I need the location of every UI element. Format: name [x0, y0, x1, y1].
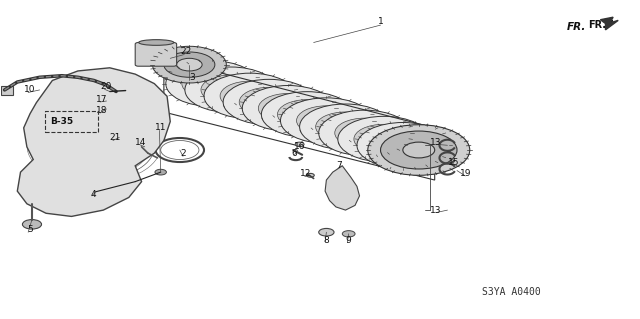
- Text: 2: 2: [180, 149, 186, 158]
- Circle shape: [177, 58, 202, 71]
- Ellipse shape: [259, 93, 318, 123]
- Text: FR.: FR.: [567, 22, 586, 32]
- Ellipse shape: [139, 40, 173, 45]
- Circle shape: [307, 174, 314, 177]
- Ellipse shape: [280, 98, 372, 143]
- Circle shape: [22, 219, 42, 229]
- Ellipse shape: [201, 75, 260, 105]
- Text: 13: 13: [430, 137, 442, 147]
- Circle shape: [101, 99, 111, 104]
- Ellipse shape: [261, 92, 353, 137]
- Circle shape: [381, 131, 457, 169]
- Text: 3: 3: [189, 73, 195, 82]
- Circle shape: [295, 142, 304, 146]
- Ellipse shape: [335, 118, 394, 148]
- Ellipse shape: [204, 73, 296, 119]
- Circle shape: [155, 169, 166, 175]
- Ellipse shape: [277, 100, 337, 129]
- Text: 8: 8: [323, 236, 329, 245]
- Text: FR.: FR.: [588, 20, 606, 30]
- Text: 5: 5: [27, 225, 33, 234]
- Polygon shape: [600, 17, 618, 30]
- Text: 10: 10: [24, 85, 36, 94]
- Circle shape: [104, 108, 109, 110]
- Ellipse shape: [182, 69, 241, 98]
- Text: 15: 15: [448, 158, 460, 167]
- Ellipse shape: [357, 122, 449, 168]
- Circle shape: [101, 106, 111, 111]
- Ellipse shape: [338, 116, 429, 162]
- Text: 17: 17: [96, 95, 108, 104]
- Circle shape: [152, 46, 227, 83]
- Circle shape: [114, 135, 124, 140]
- Circle shape: [368, 125, 470, 175]
- Text: 19: 19: [460, 169, 471, 178]
- Polygon shape: [325, 166, 360, 210]
- Ellipse shape: [243, 85, 334, 131]
- Text: 11: 11: [155, 123, 166, 132]
- Text: B-35: B-35: [51, 117, 74, 126]
- Circle shape: [319, 228, 334, 236]
- Text: 7: 7: [336, 161, 342, 170]
- Circle shape: [122, 89, 129, 93]
- Ellipse shape: [239, 87, 299, 117]
- Text: 18: 18: [96, 106, 108, 115]
- Ellipse shape: [296, 106, 356, 135]
- Ellipse shape: [373, 130, 433, 160]
- Ellipse shape: [316, 112, 375, 142]
- Polygon shape: [17, 68, 170, 216]
- Ellipse shape: [185, 67, 276, 113]
- Text: 14: 14: [134, 137, 146, 147]
- Text: 20: 20: [101, 82, 112, 91]
- Text: S3YA A0400: S3YA A0400: [482, 287, 541, 297]
- Ellipse shape: [319, 110, 410, 156]
- Text: 9: 9: [346, 236, 351, 245]
- Ellipse shape: [166, 61, 257, 106]
- Ellipse shape: [300, 104, 392, 150]
- Text: 4: 4: [91, 190, 97, 199]
- Ellipse shape: [354, 124, 413, 154]
- Circle shape: [342, 231, 355, 237]
- Circle shape: [88, 144, 100, 150]
- Ellipse shape: [223, 79, 315, 125]
- FancyBboxPatch shape: [135, 42, 177, 66]
- Text: 6: 6: [292, 149, 298, 158]
- Ellipse shape: [220, 81, 280, 111]
- Bar: [1, 86, 13, 95]
- Text: 22: 22: [180, 48, 192, 56]
- Text: 12: 12: [300, 169, 312, 178]
- Text: 16: 16: [294, 142, 305, 151]
- Text: 21: 21: [109, 133, 120, 143]
- Circle shape: [164, 52, 215, 77]
- Circle shape: [88, 188, 103, 196]
- Text: 13: 13: [430, 206, 442, 215]
- Circle shape: [403, 142, 435, 158]
- Circle shape: [104, 100, 109, 102]
- Text: 1: 1: [378, 18, 383, 26]
